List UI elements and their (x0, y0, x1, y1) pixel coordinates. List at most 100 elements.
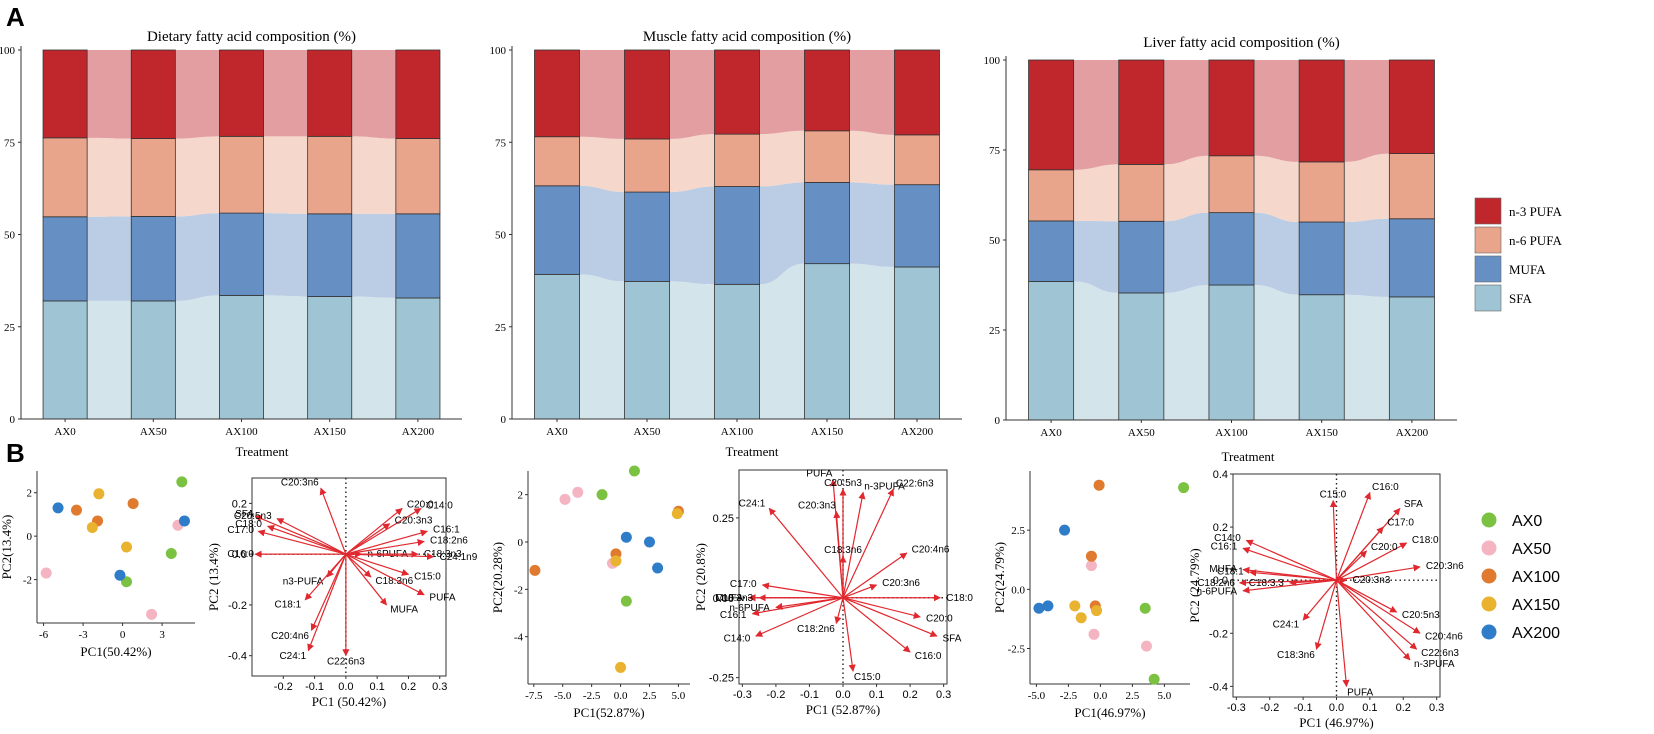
y-tick-label: -0.2 (228, 600, 247, 612)
vector-label: SFA (1404, 499, 1423, 510)
vector-label: n3-PUFA (283, 577, 324, 588)
x-tick-label: AX200 (901, 426, 934, 438)
loading-vector (833, 510, 844, 598)
x-tick-label: 3 (159, 629, 165, 641)
data-point (114, 569, 126, 581)
loading-vector (1335, 491, 1371, 581)
flow-band (1344, 60, 1390, 162)
vector-label: C20:0 (407, 500, 434, 511)
bar-segment (1118, 292, 1165, 421)
x-tick-label: 5.0 (672, 690, 686, 702)
y-axis-title: PC2 (20.8%) (693, 543, 708, 611)
vector-label: SFA (235, 509, 254, 520)
flow-band (759, 182, 805, 285)
vector-label: C20:5n3 (1402, 610, 1440, 621)
x-tick-label: -0.1 (1294, 702, 1313, 714)
bar-segment (1118, 59, 1165, 165)
legend-label: AX50 (1512, 541, 1551, 558)
group-legend: AX0 AX50 AX100 AX150 AX200 (1481, 512, 1560, 642)
vector-label: C22:6n3 (1421, 648, 1459, 659)
data-point (86, 521, 98, 533)
loading-vector (1336, 564, 1421, 581)
bar-segment (130, 138, 176, 217)
x-tick-label: -5.0 (1028, 690, 1046, 702)
vector-label: C20:3n3 (395, 515, 433, 526)
flow-band (759, 263, 805, 419)
legend-swatch (1474, 255, 1502, 283)
vector-label: C24:1n9 (439, 552, 477, 563)
flow-band (87, 216, 132, 301)
x-tick-label: -3 (78, 629, 88, 641)
y-tick-label: 25 (4, 322, 16, 334)
loading-vector (834, 597, 844, 625)
y-tick-label: 0 (501, 414, 507, 426)
x-tick-label: AX50 (140, 426, 167, 438)
y-tick-label: 50 (4, 230, 16, 242)
vector-label: C15:0 (1320, 490, 1347, 501)
flow-band (263, 213, 308, 297)
x-tick-label: AX0 (1040, 427, 1062, 439)
bar-segment (624, 280, 670, 420)
y-axis-title: PC2(20.28%) (490, 542, 505, 613)
stacked-bar-chart-1: 0 25 50 75 100 AX0 AX50 AX100 AX150 AX200 Dietary … (0, 29, 462, 459)
x-tick-label: 0.2 (902, 689, 917, 701)
loading-vector (755, 597, 844, 637)
loading-vector (345, 553, 425, 596)
y-tick-label: 100 (0, 45, 16, 57)
bar-segment (1298, 294, 1345, 421)
flow-band (759, 130, 805, 187)
y-tick-label: -0.25 (709, 673, 734, 685)
loading-vector (1336, 526, 1384, 581)
x-tick-label: 2.5 (1126, 690, 1140, 702)
flow-band (1163, 212, 1209, 293)
data-point (52, 502, 64, 514)
chart-title: Muscle fatty acid composition (%) (643, 29, 851, 45)
flow-band (87, 50, 132, 139)
vector-label: C18:2n6 (1197, 578, 1235, 589)
vector-label: C16:0 (1372, 482, 1399, 493)
x-tick-label: AX150 (811, 426, 844, 438)
vector-label: n-3PUFA (1414, 659, 1455, 670)
bar-segment (395, 49, 441, 139)
bar-segment (130, 49, 176, 139)
vector-label: C24:1 (279, 651, 306, 662)
legend-marker (1481, 624, 1497, 640)
loading-vector (1336, 579, 1411, 661)
vector-label: C17:0 (1387, 518, 1414, 529)
chart-title: Liver fatty acid composition (%) (1143, 35, 1340, 51)
vector-label: C20:3n3 (1353, 575, 1391, 586)
x-axis-title: PC1(46.97%) (1074, 705, 1145, 720)
bar-segment (534, 49, 580, 138)
vector-label: n-3PUFA (864, 481, 905, 492)
flow-band (351, 136, 396, 214)
data-point (146, 608, 158, 620)
loading-vector (768, 507, 844, 599)
loading-vector (842, 552, 908, 599)
loading-vector (266, 525, 347, 555)
x-axis-title: PC1 (52.87%) (806, 702, 880, 717)
y-tick-label: 75 (989, 145, 1001, 157)
vector-label: C15:0 (854, 672, 881, 683)
x-tick-label: 0.1 (869, 689, 884, 701)
y-tick-label: -0.4 (1209, 681, 1228, 693)
flow-band (1073, 164, 1119, 222)
data-point (1075, 612, 1087, 624)
x-tick-label: AX100 (225, 426, 258, 438)
vector-label: C18:1 (275, 599, 302, 610)
data-point (1093, 479, 1105, 491)
y-tick-label: 2 (518, 490, 524, 502)
flow-band (1073, 60, 1119, 170)
x-tick-label: AX200 (402, 426, 435, 438)
y-tick-label: 25 (495, 322, 507, 334)
loading-vector (1336, 579, 1421, 634)
x-tick-label: 0.3 (1429, 702, 1444, 714)
flow-band (1163, 60, 1209, 165)
x-tick-label: 0.3 (432, 681, 447, 693)
loading-vector (310, 553, 347, 631)
data-point (176, 476, 188, 488)
stacked-bar-chart-2: 0 25 50 75 100 AX0 AX50 AX100 AX150 AX200 Muscle f… (490, 29, 962, 459)
vector-label: C18:3n3 (715, 593, 753, 604)
bar-segment (1298, 221, 1345, 296)
plot-frame (251, 477, 447, 677)
data-point (1033, 602, 1045, 614)
